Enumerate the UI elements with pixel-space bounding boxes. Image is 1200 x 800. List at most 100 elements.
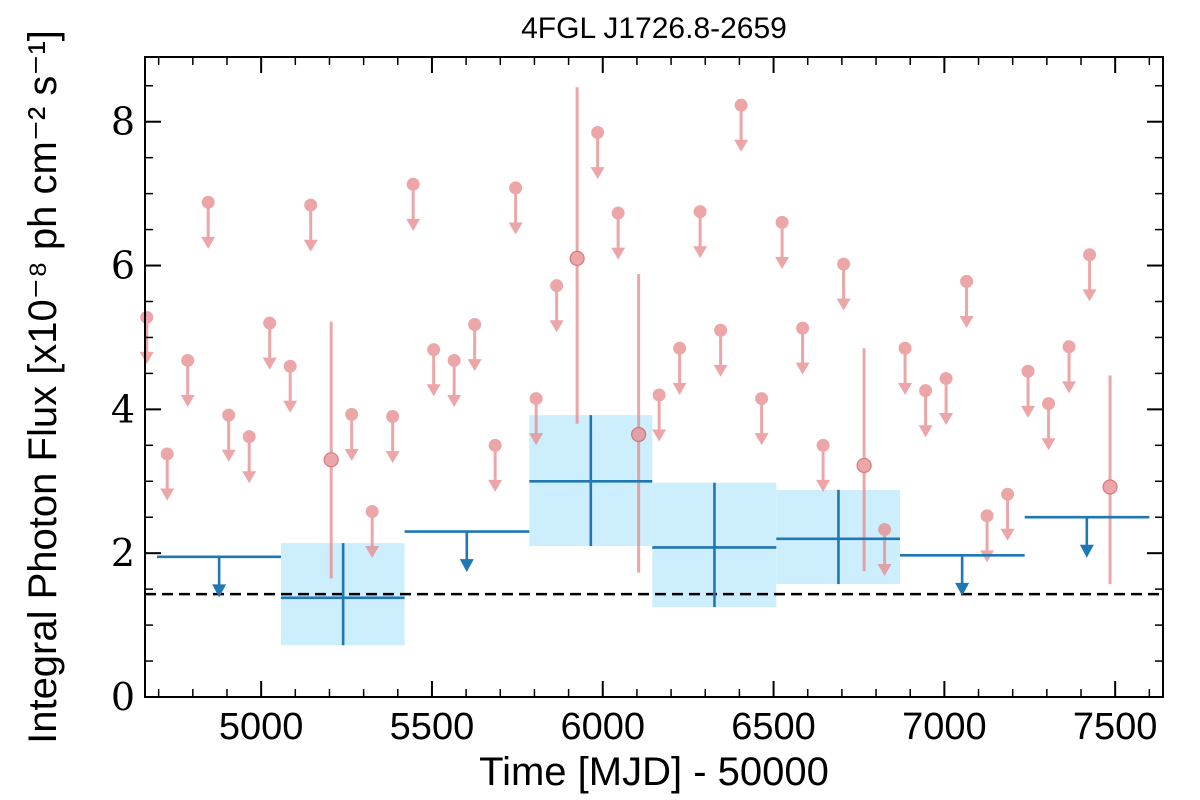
coarse-ul-arrow [212, 584, 227, 598]
upper-limit-arrow [652, 429, 667, 442]
upper-limit-arrow [242, 471, 257, 484]
upper-limit-point [1021, 364, 1035, 378]
upper-limit-point [919, 384, 933, 398]
fine-upper-limit [508, 181, 523, 235]
coarse-upper-limit [899, 554, 1025, 596]
upper-limit-point [673, 341, 687, 355]
upper-limit-arrow [303, 239, 318, 252]
upper-limit-point [365, 504, 379, 518]
y-axis-label: Integral Photon Flux [x10⁻⁸ ph cm⁻² s⁻¹] [21, 30, 65, 744]
upper-limit-arrow [262, 357, 277, 370]
upper-limit-point [837, 257, 851, 271]
upper-limit-point [222, 408, 236, 422]
coarse-bin-series [156, 415, 1150, 646]
upper-limit-point [755, 392, 769, 406]
upper-limit-arrow [1082, 289, 1097, 302]
upper-limit-arrow [467, 359, 482, 372]
coarse-detection [652, 482, 777, 608]
upper-limit-point [242, 430, 256, 444]
upper-limit-point [980, 509, 994, 523]
fine-upper-limit [262, 316, 277, 370]
upper-limit-point [386, 410, 400, 424]
fine-upper-limit [201, 195, 216, 249]
upper-limit-arrow [795, 362, 810, 375]
chart-title: 4FGL J1726.8-2659 [521, 12, 787, 45]
upper-limit-arrow [693, 246, 708, 259]
detection-point [569, 250, 585, 266]
fine-detection [856, 348, 872, 572]
upper-limit-arrow [734, 139, 749, 152]
fine-upper-limit [734, 98, 749, 152]
upper-limit-arrow [816, 479, 831, 492]
y-tick-label: 2 [111, 531, 135, 575]
upper-limit-arrow [1062, 381, 1077, 394]
upper-limit-arrow [221, 449, 236, 462]
y-tick-label: 8 [111, 100, 135, 144]
upper-limit-point [263, 316, 277, 330]
fine-upper-limit [652, 388, 667, 442]
upper-limit-arrow [508, 222, 523, 235]
upper-limit-point [160, 447, 174, 461]
fine-upper-limit [160, 447, 175, 501]
x-tick-label: 6000 [560, 706, 645, 748]
fine-upper-limit [549, 279, 564, 333]
upper-limit-point [1083, 248, 1097, 262]
fine-upper-limit [303, 198, 318, 252]
fine-upper-limit [344, 407, 359, 461]
upper-limit-point [1042, 397, 1056, 411]
upper-limit-point [960, 274, 974, 288]
upper-limit-point [1001, 487, 1015, 501]
x-tick-label: 7000 [902, 706, 987, 748]
plot-frame [144, 56, 1164, 698]
coarse-detection [776, 489, 900, 585]
y-tick-label: 0 [111, 675, 135, 719]
fine-upper-limit [836, 257, 851, 311]
fine-upper-limit [959, 274, 974, 328]
fine-upper-limit [713, 323, 728, 377]
upper-limit-arrow [754, 433, 769, 446]
detection-point [1102, 479, 1118, 495]
upper-limit-point [1062, 340, 1076, 354]
coarse-ul-arrow [459, 559, 474, 573]
upper-limit-point [796, 321, 810, 335]
fine-upper-limit [877, 522, 892, 577]
upper-limit-point [468, 318, 482, 332]
upper-limit-arrow [201, 236, 216, 249]
upper-limit-point [283, 359, 297, 373]
fine-upper-limit [1062, 340, 1077, 394]
fine-upper-limit [918, 384, 933, 438]
upper-limit-arrow [529, 433, 544, 446]
coarse-ul-arrow [955, 582, 970, 596]
detection-point [856, 457, 872, 474]
fine-upper-limit [1021, 364, 1036, 418]
coarse-upper-limit [404, 530, 530, 573]
fine-upper-limit [180, 353, 195, 408]
fine-upper-limit [898, 341, 913, 395]
axes-frame: 5000 5500 6000 6500 7000 7500 0 2 4 6 8 [111, 56, 1164, 748]
x-tick-label: 5000 [219, 706, 304, 748]
coarse-detection [280, 543, 405, 646]
fine-upper-limit [426, 343, 441, 397]
upper-limit-point [550, 279, 564, 293]
upper-limit-arrow [365, 546, 380, 559]
coarse-upper-limit [156, 555, 281, 598]
upper-limit-arrow [775, 256, 790, 269]
upper-limit-point [734, 98, 748, 112]
upper-limit-arrow [877, 564, 892, 577]
upper-limit-arrow [672, 382, 687, 395]
upper-limit-arrow [1041, 438, 1056, 451]
coarse-upper-limit [1024, 515, 1150, 558]
fine-upper-limit [795, 321, 810, 375]
coarse-ul-arrow [1079, 544, 1094, 558]
fine-upper-limit [1000, 487, 1015, 541]
upper-limit-point [488, 438, 502, 452]
upper-limit-point [898, 341, 912, 355]
fine-upper-limit [590, 126, 605, 180]
upper-limit-arrow [713, 364, 728, 377]
upper-limit-point [611, 206, 625, 220]
upper-limit-arrow [447, 395, 462, 408]
upper-limit-arrow [836, 298, 851, 311]
fine-upper-limit [488, 438, 503, 492]
fine-detection [323, 321, 339, 579]
